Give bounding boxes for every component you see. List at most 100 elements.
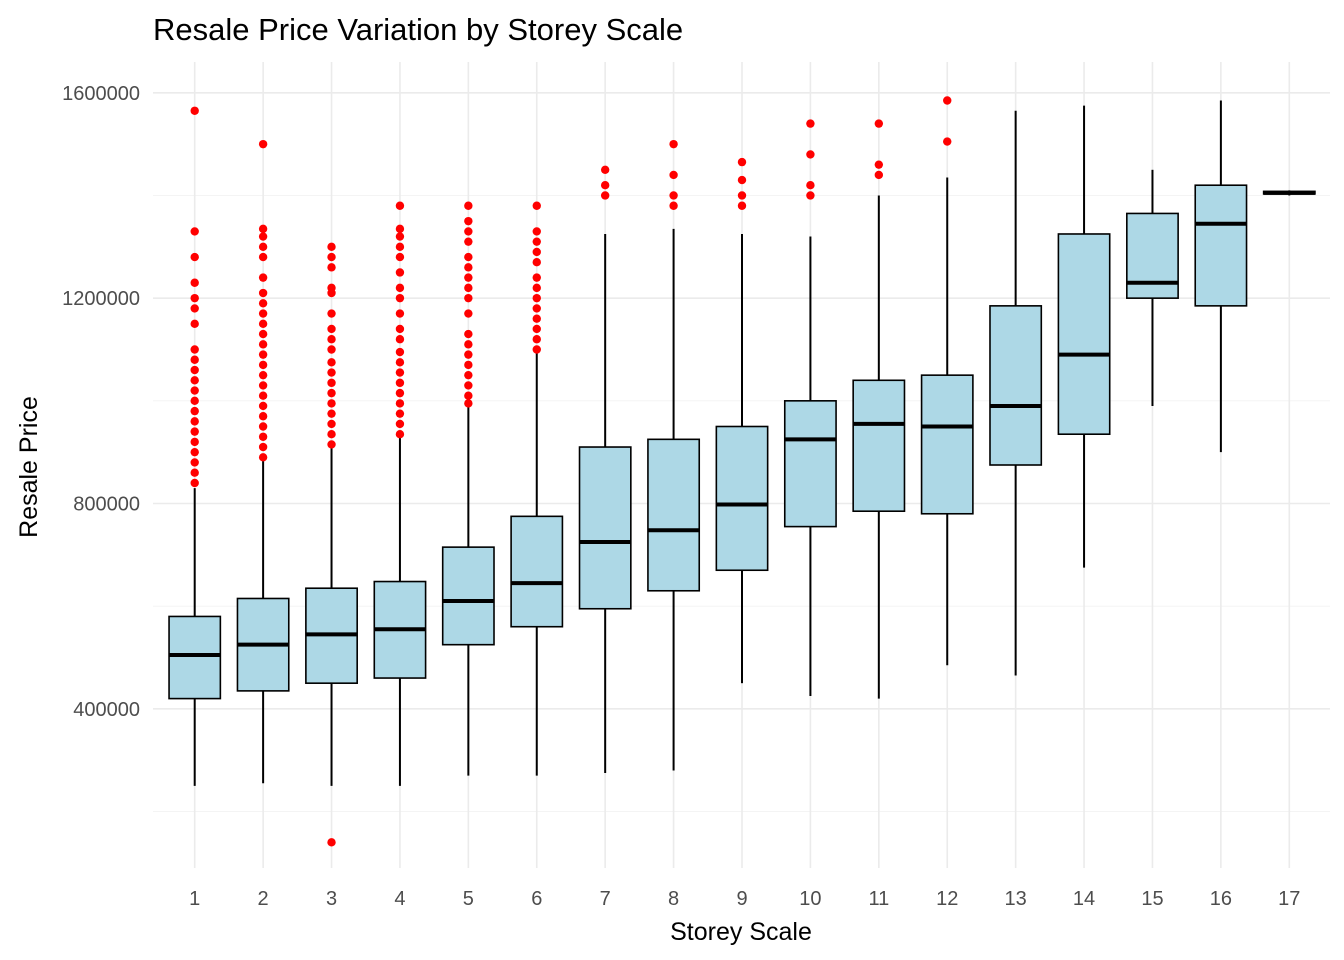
outlier-point [190, 365, 199, 375]
y-tick-label: 800000 [73, 494, 140, 516]
outlier-point [327, 838, 336, 847]
outlier-point [258, 350, 268, 359]
outlier-point [258, 273, 268, 282]
outlier-point [600, 165, 610, 175]
box [989, 305, 1043, 466]
outlier-point [258, 391, 268, 400]
outlier-point [327, 324, 336, 334]
outlier-point [395, 368, 405, 377]
outlier-point [532, 273, 541, 282]
x-tick-label: 5 [463, 888, 474, 910]
box-group [783, 236, 837, 697]
outliers [190, 96, 952, 847]
boxes [168, 100, 1316, 786]
x-tick-label: 4 [394, 888, 405, 910]
box [715, 425, 769, 572]
outlier-point [395, 309, 405, 318]
outlier-point [258, 309, 268, 318]
outlier-point [190, 345, 199, 354]
outlier-point [327, 368, 336, 377]
chart-title: Resale Price Variation by Storey Scale [153, 12, 683, 47]
outlier-point [395, 358, 405, 367]
outlier-point [395, 293, 405, 303]
y-axis-ticks: 400000 800000 1200000 1600000 [62, 83, 140, 721]
x-tick-label: 3 [326, 888, 337, 910]
outlier-point [395, 378, 405, 388]
outlier-point [395, 388, 405, 398]
outlier-point [464, 273, 473, 282]
outlier-point [258, 242, 268, 252]
outlier-point [532, 283, 541, 293]
outlier-point [327, 263, 336, 272]
x-tick-label: 10 [799, 888, 821, 910]
outlier-point [258, 288, 268, 298]
box [441, 546, 495, 646]
outlier-point [532, 345, 541, 354]
outlier-point [258, 224, 268, 234]
box [168, 615, 222, 700]
outlier-point [190, 106, 199, 115]
outlier-point [464, 391, 473, 400]
outlier-point [395, 429, 405, 439]
outlier-point [532, 201, 541, 210]
outlier-point [190, 447, 199, 457]
outlier-point [532, 247, 541, 257]
outlier-point [327, 378, 336, 388]
x-tick-label: 17 [1278, 888, 1300, 910]
outlier-point [464, 252, 473, 262]
outlier-point [190, 355, 199, 364]
outlier-point [532, 324, 541, 334]
outlier-point [327, 419, 336, 429]
outlier-point [464, 370, 473, 380]
outlier-point [190, 406, 199, 416]
outlier-point [258, 442, 268, 452]
outlier-point [806, 191, 815, 200]
outlier-point [395, 268, 405, 277]
box [1194, 184, 1248, 307]
outlier-point [874, 170, 884, 180]
outlier-point [395, 335, 405, 344]
outlier-point [190, 304, 199, 313]
outlier-point [395, 283, 405, 293]
x-tick-label: 6 [531, 888, 542, 910]
outlier-point [464, 237, 473, 246]
outlier-point [190, 293, 199, 303]
outlier-point [737, 201, 747, 210]
outlier-point [190, 417, 199, 426]
outlier-point [943, 96, 952, 105]
outlier-point [258, 252, 268, 262]
outlier-point [395, 252, 405, 262]
outlier-point [464, 329, 473, 339]
box-group [647, 228, 701, 771]
outlier-point [532, 258, 541, 267]
outlier-point [532, 293, 541, 303]
outlier-point [327, 283, 336, 293]
box-group [1126, 169, 1179, 406]
outlier-point [190, 252, 199, 262]
y-tick-label: 1200000 [62, 288, 140, 310]
x-tick-label: 1 [189, 888, 200, 910]
outlier-point [258, 299, 268, 308]
outlier-point [327, 388, 336, 398]
x-tick-label: 16 [1210, 888, 1232, 910]
box-group [1057, 105, 1111, 568]
box-group [715, 233, 769, 684]
outlier-point [464, 263, 473, 272]
y-tick-label: 1600000 [62, 83, 140, 105]
box-group [373, 436, 427, 786]
outlier-point [190, 468, 199, 477]
outlier-point [258, 139, 268, 149]
outlier-point [669, 191, 678, 200]
outlier-point [874, 160, 884, 169]
outlier-point [395, 201, 405, 210]
outlier-point [190, 396, 199, 406]
box [578, 446, 632, 610]
box-group [510, 349, 564, 776]
box-group [305, 447, 358, 786]
outlier-point [395, 324, 405, 334]
outlier-point [327, 335, 336, 344]
outlier-point [258, 319, 268, 329]
x-tick-label: 15 [1141, 888, 1163, 910]
x-tick-label: 7 [600, 888, 611, 910]
outlier-point [532, 314, 541, 323]
